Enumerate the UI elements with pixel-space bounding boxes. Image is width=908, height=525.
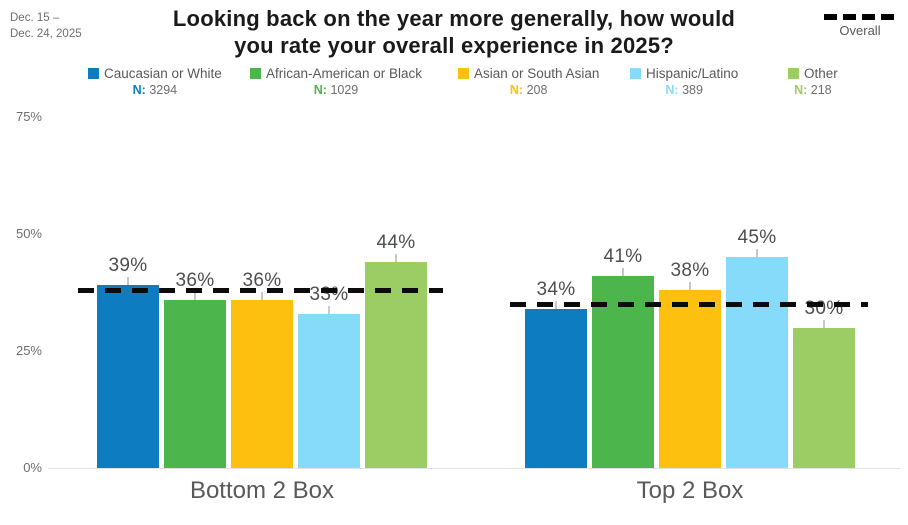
date-line2: Dec. 24, 2025 [10,27,82,40]
legend-n-count: N: 389 [630,83,738,97]
bar-value-label-top-2-box-hispanic-latino: 45% [737,227,777,248]
legend-n-value: 389 [682,83,703,97]
legend-label: Other [804,66,838,81]
date-range: Dec. 15 – Dec. 24, 2025 [10,11,82,42]
bar-bottom-2-box-asian-or-south-asian [231,300,293,468]
label-leader-line [395,254,397,262]
legend-n-value: 1029 [330,83,359,97]
label-leader-line [127,277,129,285]
legend-label: Hispanic/Latino [646,66,739,81]
bar-value-label-bottom-2-box-other: 44% [376,232,416,253]
bar-value-label-top-2-box-asian-or-south-asian: 38% [670,260,710,281]
legend-n-prefix: N: [794,83,811,97]
label-leader-line [823,320,825,328]
bar-value-label-top-2-box-african-american-or-black: 41% [603,246,643,267]
label-leader-line [689,282,691,290]
legend-n-value: 3294 [149,83,178,97]
legend-item-asian-or-south-asian: Asian or South Asian N: 208 [458,66,599,97]
overall-legend: Overall [822,14,898,38]
bar-value-label-bottom-2-box-asian-or-south-asian: 36% [242,270,282,291]
legend-n-prefix: N: [313,83,331,97]
legend-item-other: Other N: 218 [788,66,838,97]
legend-n-value: 208 [526,83,548,97]
bar-value-label-top-2-box-other: 30% [804,298,844,319]
bar-bottom-2-box-caucasian-or-white [97,285,159,468]
bar-bottom-2-box-other [365,262,427,468]
bar-value-label-top-2-box-caucasian-or-white: 34% [536,279,576,300]
bar-value-label-bottom-2-box-african-american-or-black: 36% [175,270,215,291]
label-leader-line [194,292,196,300]
category-label-top-2-box: Top 2 Box [636,477,744,504]
y-axis-tick-0: 0% [23,460,42,475]
bar-top-2-box-other [793,328,855,468]
legend-n-count: N: 218 [788,83,838,97]
date-line1: Dec. 15 – [10,12,60,24]
label-leader-line [261,292,263,300]
legend-n-prefix: N: [665,83,683,97]
chart-title: Looking back on the year more generally,… [104,6,804,60]
legend-item-hispanic-latino: Hispanic/Latino N: 389 [630,66,738,97]
overall-line-top-2-box [510,302,868,307]
bar-value-label-bottom-2-box-caucasian-or-white: 39% [108,255,148,276]
legend-n-prefix: N: [132,83,150,97]
bar-value-label-bottom-2-box-hispanic-latino: 33% [309,284,349,305]
bar-top-2-box-asian-or-south-asian [659,290,721,468]
overall-dashed-line-icon [824,14,896,20]
legend-swatch-icon [788,68,799,79]
legend-swatch-icon [250,68,261,79]
legend-swatch-icon [630,68,641,79]
legend-label: Asian or South Asian [474,66,600,81]
legend-n-count: N: 3294 [88,83,222,97]
bar-bottom-2-box-hispanic-latino [298,314,360,468]
legend-n-count: N: 208 [458,83,599,97]
bar-bottom-2-box-african-american-or-black [164,300,226,468]
overall-line-bottom-2-box [78,288,443,293]
y-axis-tick-50: 50% [15,226,42,241]
legend-item-caucasian-or-white: Caucasian or White N: 3294 [88,66,222,97]
label-leader-line [756,249,758,257]
legend-label: African-American or Black [266,66,423,81]
bar-top-2-box-caucasian-or-white [525,309,587,468]
legend-n-prefix: N: [509,83,527,97]
legend-item-african-american-or-black: African-American or Black N: 1029 [250,66,422,97]
legend-label: Caucasian or White [104,66,222,81]
y-axis-tick-75: 75% [15,109,42,124]
y-axis-tick-25: 25% [15,343,42,358]
bar-top-2-box-hispanic-latino [726,257,788,468]
legend-swatch-icon [88,68,99,79]
bar-top-2-box-african-american-or-black [592,276,654,468]
overall-legend-label: Overall [839,23,881,38]
category-label-bottom-2-box: Bottom 2 Box [189,477,335,504]
x-axis-baseline [48,468,900,469]
label-leader-line [622,268,624,276]
legend-swatch-icon [458,68,469,79]
chart-title-line2: you rate your overall experience in 2025… [234,32,674,58]
label-leader-line [328,306,330,314]
legend-n-value: 218 [810,83,832,97]
chart-title-line1: Looking back on the year more generally,… [172,6,736,31]
legend-n-count: N: 1029 [250,83,422,97]
